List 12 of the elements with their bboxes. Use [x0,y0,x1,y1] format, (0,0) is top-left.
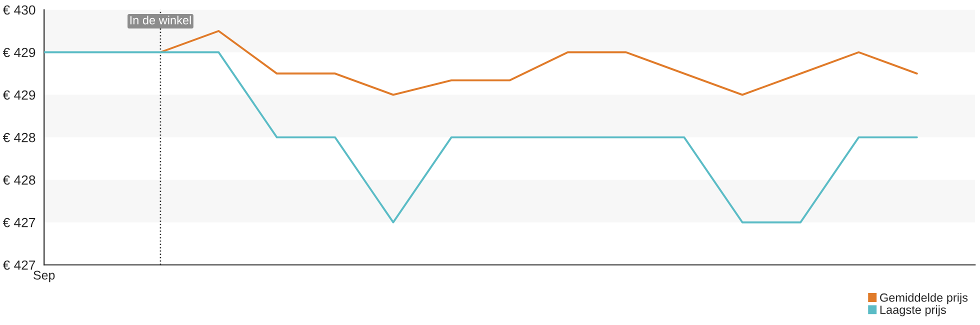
annotation: In de winkel [130,16,191,24]
y-tick-label: € 428 [2,132,36,142]
legend-label: Laagste prijs [880,305,946,316]
y-tick-label: € 428 [2,175,36,185]
y-tick-label: € 429 [2,90,36,100]
y-tick-label: € 427 [2,218,36,228]
legend-label: Gemiddelde prijs [880,293,968,304]
y-tick-label: € 430 [2,5,36,15]
y-tick-label: € 427 [2,260,36,270]
line-series [160,30,918,96]
x-tick-label: Sep [34,270,55,282]
y-tick-label: € 429 [2,48,36,58]
